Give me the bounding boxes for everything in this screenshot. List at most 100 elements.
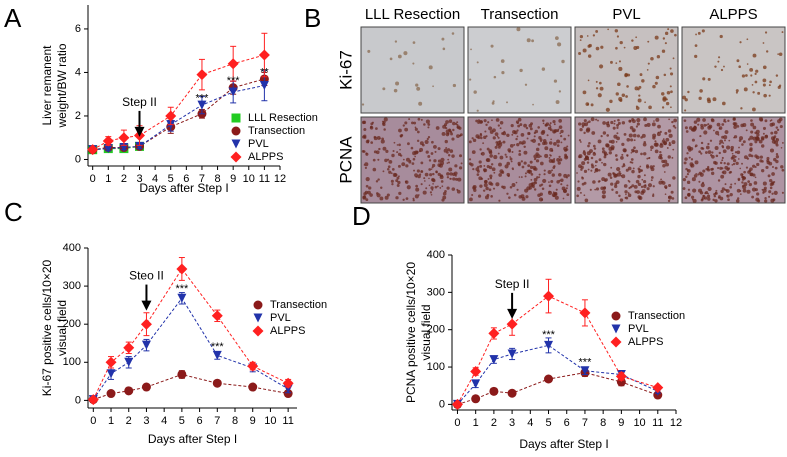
nucleus — [447, 154, 451, 157]
nucleus — [494, 132, 499, 136]
nucleus — [756, 162, 760, 167]
marker — [196, 69, 208, 81]
nucleus — [773, 180, 776, 184]
nucleus — [652, 133, 657, 138]
nucleus — [515, 137, 518, 141]
nucleus — [692, 188, 697, 193]
nucleus — [471, 150, 476, 155]
column-label: PVL — [612, 6, 640, 23]
nucleus — [750, 119, 753, 122]
annotation: *** — [579, 356, 593, 368]
nucleus — [614, 154, 618, 157]
nucleus — [365, 198, 369, 202]
nucleus — [601, 190, 606, 195]
nucleus — [650, 145, 654, 150]
marker — [141, 340, 151, 350]
nucleus — [582, 48, 587, 53]
nucleus — [715, 189, 718, 192]
marker — [652, 382, 664, 394]
nucleus — [446, 162, 449, 164]
nucleus — [448, 167, 453, 172]
nucleus — [406, 185, 411, 190]
nucleus — [416, 169, 420, 173]
nucleus — [391, 168, 395, 171]
nucleus — [540, 183, 544, 186]
nucleus — [483, 135, 487, 140]
nucleus — [428, 159, 432, 162]
nucleus — [581, 161, 586, 166]
nucleus — [541, 67, 546, 71]
nucleus — [671, 120, 674, 124]
nucleus — [506, 192, 509, 195]
nucleus — [616, 172, 621, 177]
nucleus — [496, 135, 499, 138]
y-axis-title: PCNA positive cells/10×20 — [404, 262, 418, 403]
nucleus — [652, 185, 655, 188]
nucleus — [607, 172, 612, 177]
nucleus — [719, 161, 723, 165]
nucleus — [707, 77, 711, 81]
marker — [258, 49, 270, 61]
nucleus — [368, 186, 372, 190]
nucleus — [476, 61, 479, 64]
nucleus — [603, 162, 607, 167]
nucleus — [638, 195, 643, 201]
nucleus — [631, 184, 635, 188]
nucleus — [640, 185, 644, 189]
nucleus — [698, 188, 703, 193]
nucleus — [651, 122, 656, 127]
nucleus — [396, 144, 399, 146]
nucleus — [470, 48, 472, 51]
nucleus — [416, 86, 421, 91]
nucleus — [473, 188, 477, 192]
nucleus — [530, 122, 534, 126]
nucleus — [647, 40, 650, 43]
nucleus — [390, 172, 393, 175]
nucleus — [483, 119, 487, 123]
x-tick-label: 12 — [274, 173, 286, 185]
nucleus — [736, 188, 741, 193]
nucleus — [393, 141, 396, 144]
marker — [124, 357, 134, 367]
nucleus — [743, 182, 748, 187]
nucleus — [669, 72, 674, 76]
nucleus — [498, 199, 501, 202]
nucleus — [718, 151, 721, 155]
nucleus — [415, 187, 420, 192]
nucleus — [684, 98, 688, 102]
nucleus — [780, 146, 783, 149]
nucleus — [747, 180, 751, 184]
nucleus — [623, 148, 627, 153]
nucleus — [523, 161, 527, 165]
nucleus — [671, 156, 674, 159]
nucleus — [595, 46, 600, 51]
nucleus — [765, 165, 769, 170]
nucleus — [700, 152, 703, 155]
nucleus — [616, 123, 619, 127]
nucleus — [412, 157, 416, 161]
nucleus — [713, 192, 716, 196]
nucleus — [448, 119, 453, 123]
nucleus — [619, 98, 623, 103]
nucleus — [480, 136, 483, 140]
nucleus — [581, 176, 583, 179]
nucleus — [585, 102, 590, 106]
nucleus — [476, 169, 480, 173]
nucleus — [458, 166, 463, 170]
nucleus — [762, 181, 767, 186]
nucleus — [369, 193, 373, 197]
marker — [471, 394, 481, 404]
nucleus — [519, 68, 523, 73]
nucleus — [749, 172, 753, 177]
nucleus — [620, 156, 624, 160]
nucleus — [685, 167, 688, 171]
nucleus — [597, 139, 602, 144]
nucleus — [458, 126, 462, 130]
nucleus — [778, 84, 782, 87]
nucleus — [623, 46, 626, 49]
nucleus — [601, 147, 605, 151]
nucleus — [598, 169, 601, 172]
nucleus — [445, 120, 449, 124]
nucleus — [531, 39, 534, 43]
marker — [283, 389, 293, 399]
